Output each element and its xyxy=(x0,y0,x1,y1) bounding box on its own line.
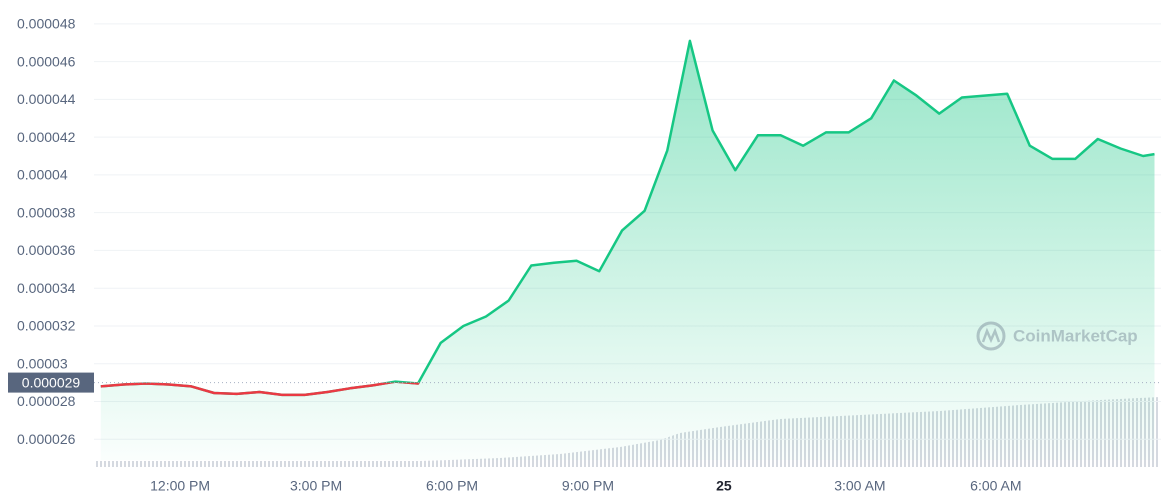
y-tick-label: 0.000036 xyxy=(17,242,76,258)
y-tick-label: 0.000034 xyxy=(17,280,76,296)
y-tick-label: 0.000038 xyxy=(17,204,76,220)
x-tick-label: 3:00 PM xyxy=(290,478,342,494)
y-tick-label: 0.000032 xyxy=(17,318,76,334)
baseline-label-bg xyxy=(8,372,94,393)
price-line-below xyxy=(100,382,420,397)
x-tick-label: 6:00 AM xyxy=(970,478,1021,494)
x-tick-label: 3:00 AM xyxy=(834,478,885,494)
y-tick-label: 0.00004 xyxy=(17,167,68,183)
y-tick-label: 0.000026 xyxy=(17,431,76,447)
price-area xyxy=(100,40,1155,461)
watermark: CoinMarketCap xyxy=(976,321,1138,351)
x-tick-label: 6:00 PM xyxy=(426,478,478,494)
y-tick-label: 0.000048 xyxy=(17,16,76,32)
y-tick-label: 0.000042 xyxy=(17,129,76,145)
baseline-label: 0.000029 xyxy=(22,374,81,390)
x-tick-label: 12:00 PM xyxy=(150,478,210,494)
watermark-text: CoinMarketCap xyxy=(1013,326,1138,345)
x-tick-label: 25 xyxy=(716,478,732,494)
y-tick-label: 0.000028 xyxy=(17,393,76,409)
y-tick-label: 0.00003 xyxy=(17,355,68,371)
y-tick-label: 0.000046 xyxy=(17,53,76,69)
x-tick-label: 9:00 PM xyxy=(562,478,614,494)
y-tick-label: 0.000044 xyxy=(17,91,76,107)
